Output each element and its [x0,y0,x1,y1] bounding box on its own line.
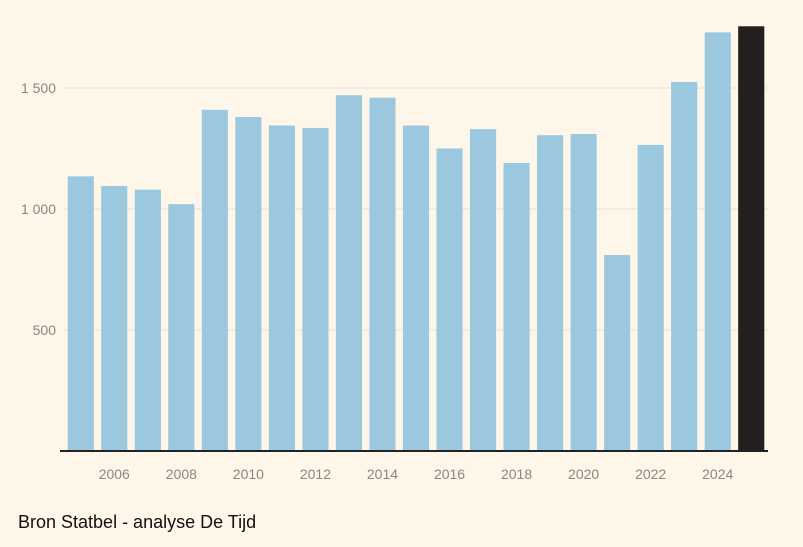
bar-2005 [67,176,94,451]
bar-2019 [537,135,564,451]
bar-2009 [201,109,228,451]
bar-2008 [168,204,195,451]
bar-2006 [101,186,128,451]
y-axis-ticks: 500 1 000 1 500 [21,80,56,338]
y-tick-label: 1 500 [21,80,56,96]
x-tick-label: 2014 [367,466,398,482]
bar-2023 [671,81,698,451]
bar-2011 [268,125,295,451]
x-tick-label: 2018 [501,466,532,482]
bar-2021 [604,254,631,451]
bar-2024 [704,32,731,452]
bar-2016 [436,148,463,451]
bar-2014 [369,97,396,452]
y-tick-label: 500 [33,322,57,338]
x-tick-label: 2012 [300,466,331,482]
x-tick-label: 2010 [233,466,264,482]
source-note: Bron Statbel - analyse De Tijd [18,512,257,532]
x-tick-label: 2016 [434,466,465,482]
x-tick-label: 2006 [99,466,130,482]
x-tick-label: 2020 [568,466,599,482]
bar-2017 [469,129,497,451]
bar-2025 [738,26,765,451]
bar-2020 [570,133,597,452]
bar-2018 [503,163,530,451]
bar-2015 [402,125,430,451]
bar-2010 [235,117,262,451]
y-tick-label: 1 000 [21,201,56,217]
bar-chart: 2006 2008 2010 2012 2014 2016 2018 2020 2022 2024… [21,26,768,482]
bar-2022 [637,144,664,451]
bars [67,26,765,452]
x-tick-label: 2022 [635,466,666,482]
bar-2012 [302,127,329,452]
bar-2013 [335,95,363,451]
x-tick-label: 2008 [166,466,197,482]
bar-2007 [134,189,161,451]
x-axis-ticks: 2006 2008 2010 2012 2014 2016 2018 2020 2022 2024 [99,466,734,482]
x-tick-label: 2024 [702,466,733,482]
